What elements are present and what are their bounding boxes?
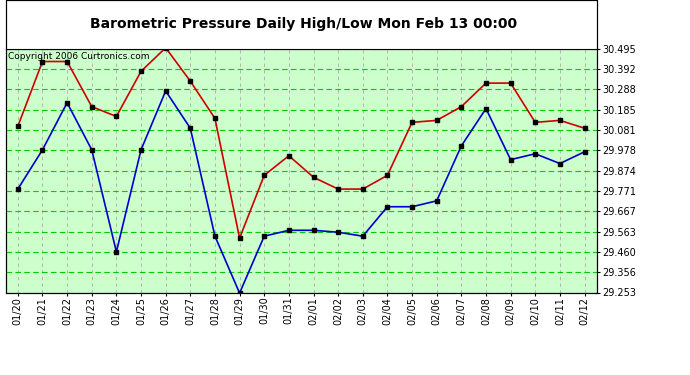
Text: Copyright 2006 Curtronics.com: Copyright 2006 Curtronics.com bbox=[8, 53, 150, 62]
Text: Barometric Pressure Daily High/Low Mon Feb 13 00:00: Barometric Pressure Daily High/Low Mon F… bbox=[90, 17, 518, 32]
